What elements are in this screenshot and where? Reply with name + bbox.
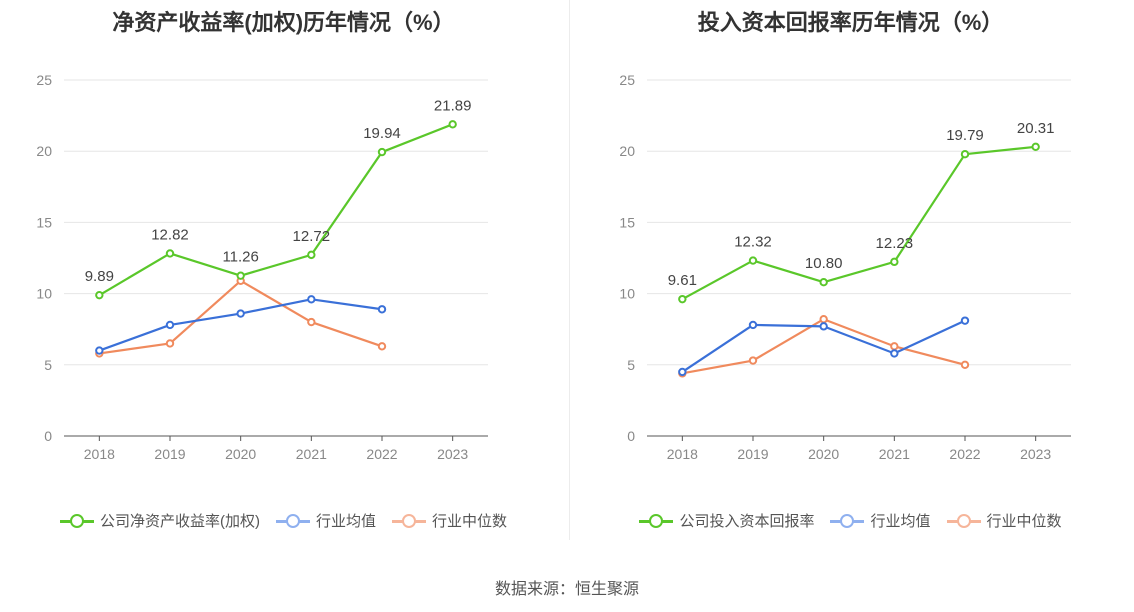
x-tick-label: 2022 xyxy=(366,446,397,462)
legend-item-industry-avg[interactable]: 行业均值 xyxy=(830,510,931,531)
data-label: 9.61 xyxy=(668,272,697,289)
data-point xyxy=(236,271,245,280)
legend-swatch-industry-median xyxy=(946,513,981,528)
data-label: 10.80 xyxy=(805,255,843,272)
data-point xyxy=(748,356,758,365)
legend-label: 行业中位数 xyxy=(432,513,508,530)
data-point xyxy=(748,256,758,265)
y-tick-label: 15 xyxy=(619,214,635,230)
x-tick-label: 2020 xyxy=(808,446,839,462)
data-point xyxy=(307,317,316,327)
data-point xyxy=(819,315,828,324)
data-label: 20.31 xyxy=(1017,120,1055,137)
x-tick-label: 2023 xyxy=(437,446,468,462)
data-point xyxy=(165,339,175,348)
legend-swatch-industry-avg xyxy=(830,513,865,528)
legend-label: 行业中位数 xyxy=(986,513,1062,530)
data-point xyxy=(819,278,828,287)
y-tick-label: 25 xyxy=(36,72,52,88)
data-label: 9.89 xyxy=(85,268,114,285)
y-tick-label: 5 xyxy=(627,357,635,373)
chart-title: 净资产收益率(加权)历年情况（%） xyxy=(112,10,455,35)
x-tick-label: 2022 xyxy=(949,446,980,462)
y-tick-label: 0 xyxy=(44,428,52,444)
chart-title: 投入资本回报率历年情况（%） xyxy=(697,10,1004,35)
x-tick-label: 2020 xyxy=(225,446,256,462)
data-point xyxy=(307,250,316,260)
y-tick-label: 10 xyxy=(36,286,52,302)
data-point xyxy=(236,309,245,318)
y-tick-label: 20 xyxy=(619,143,635,159)
legend-label: 行业均值 xyxy=(315,513,376,530)
legend-label: 行业均值 xyxy=(870,513,931,530)
roe-line-chart: 0 5 10 15 20 25 2018 2019 2020 2021 2022 2023 9.89 12… xyxy=(36,72,488,462)
data-label: 12.32 xyxy=(734,234,772,251)
legend-item-industry-median[interactable]: 行业中位数 xyxy=(392,510,507,531)
data-point xyxy=(819,322,828,331)
data-point xyxy=(165,320,175,330)
legend-label: 公司投入资本回报率 xyxy=(679,513,815,530)
legend-item-industry-median[interactable]: 行业中位数 xyxy=(946,510,1062,531)
data-point xyxy=(165,249,175,258)
panel-divider xyxy=(569,0,570,540)
data-point xyxy=(377,305,387,314)
data-label: 19.94 xyxy=(363,125,401,142)
data-label: 12.82 xyxy=(151,226,189,243)
x-tick-label: 2018 xyxy=(84,446,115,462)
y-tick-label: 0 xyxy=(627,428,635,444)
data-point xyxy=(960,360,970,369)
data-point xyxy=(377,342,387,351)
roic-line-chart: 0 5 10 15 20 25 2018 2019 2020 2021 2022 2023 9.61 12… xyxy=(619,72,1071,462)
data-point xyxy=(960,149,970,159)
data-point xyxy=(1031,142,1040,151)
y-tick-label: 15 xyxy=(36,214,52,230)
y-tick-label: 10 xyxy=(619,286,635,302)
x-tick-label: 2023 xyxy=(1020,446,1051,462)
data-point xyxy=(377,147,387,157)
source-note: 数据来源：恒生聚源 xyxy=(494,581,639,598)
legend-item-company[interactable]: 公司净资产收益率(加权) xyxy=(59,510,260,531)
x-tick-label: 2021 xyxy=(296,446,327,462)
chart-legend: 公司净资产收益率(加权) 行业均值 行业中位数 xyxy=(0,510,567,531)
y-tick-label: 5 xyxy=(44,357,52,373)
legend-swatch-industry-median xyxy=(392,513,426,528)
x-tick-label: 2021 xyxy=(879,446,910,462)
data-point xyxy=(95,290,104,300)
data-point xyxy=(748,320,758,330)
x-tick-label: 2019 xyxy=(154,446,185,462)
roe-chart-panel: 净资产收益率(加权)历年情况（%） 0 5 10 15 20 25 2018 2019 2020… xyxy=(0,0,567,560)
legend-item-company[interactable]: 公司投入资本回报率 xyxy=(639,510,814,531)
data-point xyxy=(95,346,104,355)
chart-legend: 公司投入资本回报率 行业均值 行业中位数 xyxy=(567,510,1134,531)
x-tick-label: 2018 xyxy=(667,446,698,462)
data-label: 19.79 xyxy=(946,127,984,144)
legend-label: 公司净资产收益率(加权) xyxy=(99,513,260,530)
data-point xyxy=(678,294,687,304)
data-label: 21.89 xyxy=(434,97,472,114)
data-point xyxy=(890,342,899,351)
roic-chart-panel: 投入资本回报率历年情况（%） 0 5 10 15 20 25 2018 2019 2020 202… xyxy=(567,0,1134,560)
legend-item-industry-avg[interactable]: 行业均值 xyxy=(275,510,376,531)
data-label: 11.26 xyxy=(222,249,258,266)
data-point xyxy=(448,120,457,129)
data-point xyxy=(307,295,316,304)
series-line-company xyxy=(98,123,454,297)
data-point xyxy=(678,367,687,377)
y-tick-label: 20 xyxy=(36,143,52,159)
data-point xyxy=(890,257,899,267)
legend-swatch-industry-avg xyxy=(275,513,310,528)
data-point xyxy=(890,349,899,358)
data-point xyxy=(960,316,970,325)
x-tick-label: 2019 xyxy=(737,446,768,462)
legend-swatch-company xyxy=(59,513,94,528)
series-line-company xyxy=(681,145,1036,301)
legend-swatch-company xyxy=(639,513,674,528)
data-label: 12.72 xyxy=(293,228,331,245)
series-line-industry_avg xyxy=(98,298,383,352)
data-label: 12.23 xyxy=(876,235,914,252)
y-tick-label: 25 xyxy=(619,72,635,88)
